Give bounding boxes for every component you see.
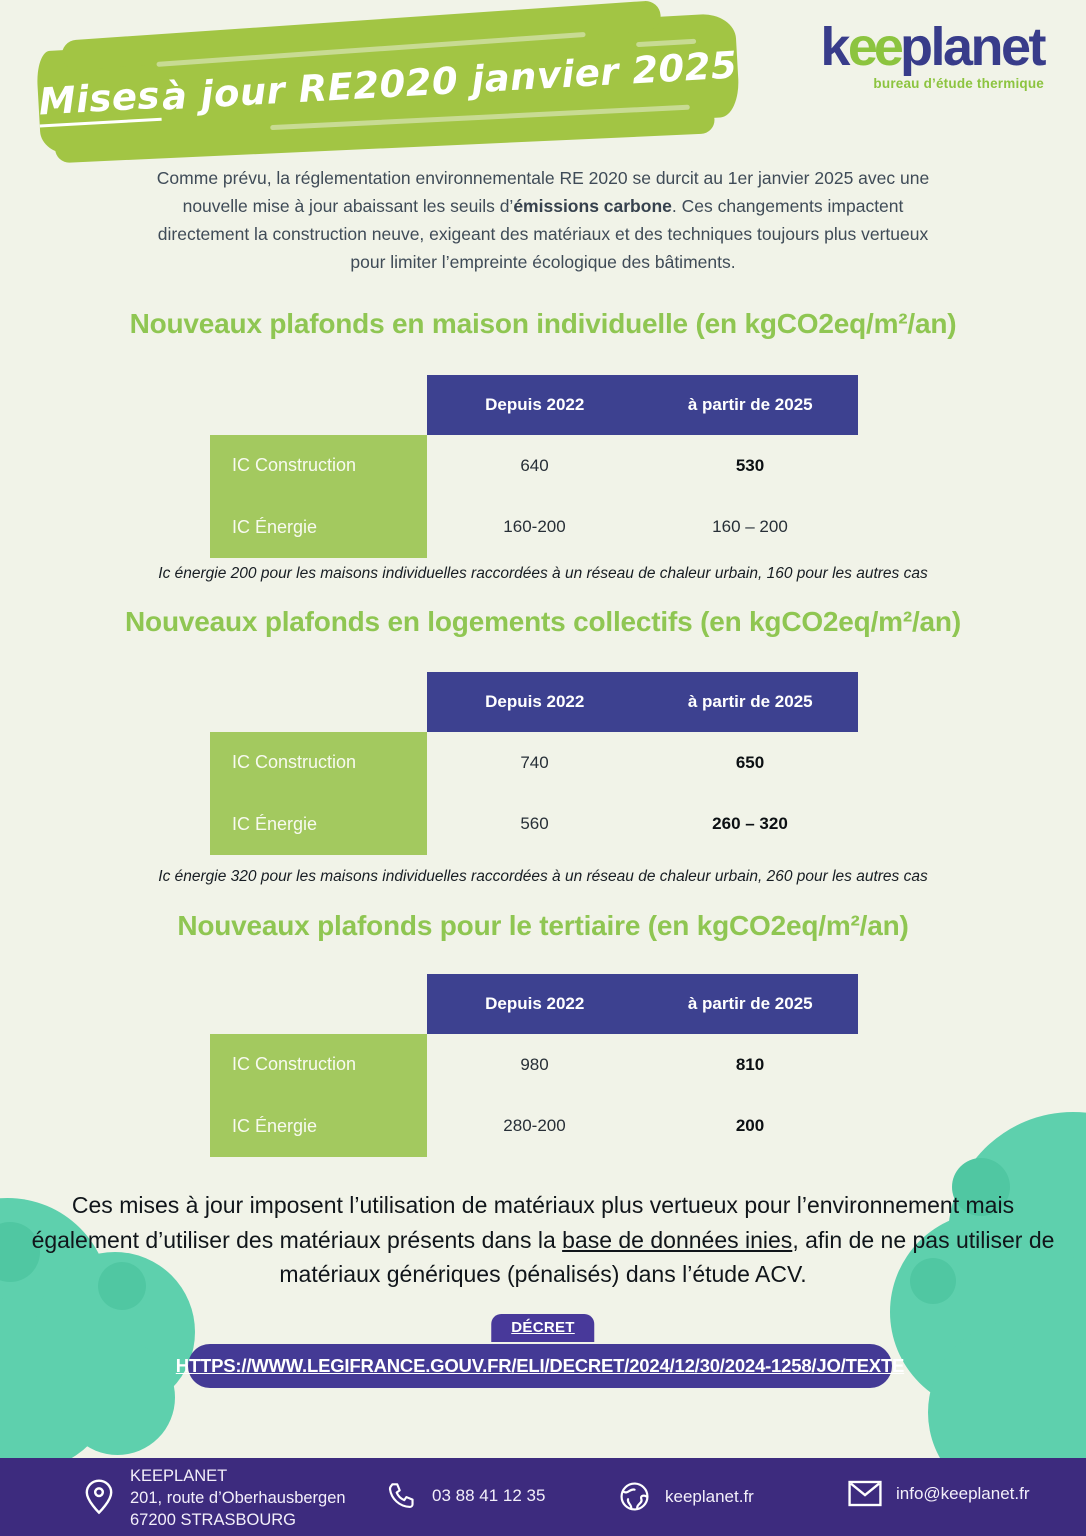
row-label: IC Construction (210, 732, 427, 794)
tree-foliage (60, 1340, 175, 1455)
page-title: Mises à jour RE2020 janvier 2025 (36, 13, 741, 156)
intro-text: . Ces changements impactent directement … (157, 196, 929, 272)
intro-paragraph: Comme prévu, la réglementation environne… (148, 164, 938, 276)
value-cell: 650 (735, 752, 765, 772)
column-header-2025: à partir de 2025 (687, 994, 813, 1013)
footer-address-lines: KEEPLANET 201, route d’Oberhausbergen 67… (130, 1466, 346, 1532)
table-header: Depuis 2022 à partir de 2025 (427, 375, 858, 435)
table-header: Depuis 2022 à partir de 2025 (427, 974, 858, 1034)
footer-phone-number[interactable]: 03 88 41 12 35 (432, 1486, 546, 1505)
page-title-rest: à jour RE2020 janvier 2025 (160, 43, 739, 119)
column-header-2022: Depuis 2022 (485, 395, 585, 414)
logo-k: k (820, 17, 850, 77)
row-label: IC Construction (210, 435, 427, 497)
footer-phone[interactable]: 03 88 41 12 35 (386, 1480, 545, 1512)
row-label: IC Construction (210, 1034, 427, 1096)
value-cell: 200 (735, 1116, 765, 1136)
header-brush-banner: Mises à jour RE2020 janvier 2025 (35, 12, 741, 156)
intro-text: Comme prévu, la réglementation environne… (156, 168, 930, 216)
value-cell: 530 (735, 455, 765, 475)
row-label: IC Énergie (210, 496, 427, 558)
table-header: Depuis 2022 à partir de 2025 (427, 672, 858, 732)
value-cell: 560 (520, 814, 549, 834)
envelope-icon (848, 1480, 882, 1507)
row-label: IC Énergie (210, 793, 427, 855)
footer-email[interactable]: info@keeplanet.fr (848, 1480, 1030, 1507)
value-cell: 160-200 (503, 517, 566, 537)
decret-badge[interactable]: DÉCRET (491, 1314, 595, 1342)
footer-website[interactable]: keeplanet.fr (618, 1480, 754, 1513)
value-cell: 980 (520, 1054, 549, 1074)
decret-link[interactable]: HTTPS://WWW.LEGIFRANCE.GOUV.FR/ELI/DECRE… (176, 1344, 904, 1388)
footer-website-url[interactable]: keeplanet.fr (665, 1486, 754, 1506)
closing-text: , afin de ne pas utiliser de matériaux g… (279, 1226, 1055, 1288)
phone-icon (386, 1480, 418, 1512)
table-body: IC Construction 740 650 IC Énergie 560 2… (210, 732, 858, 855)
keeplanet-logo: keeplanet bureau d’étude thermique (820, 17, 1047, 91)
closing-paragraph: Ces mises à jour imposent l’utilisation … (23, 1188, 1063, 1292)
tree-foliage (98, 1262, 146, 1310)
column-header-2022: Depuis 2022 (485, 692, 585, 711)
row-label: IC Énergie (210, 1095, 427, 1157)
closing-underlined-inies: base de données inies (562, 1226, 793, 1253)
location-pin-icon (82, 1478, 116, 1516)
section-title-tertiaire: Nouveaux plafonds pour le tertiaire (en … (177, 910, 909, 941)
tree-foliage (910, 1258, 956, 1304)
logo-subtitle: bureau d’étude thermique (873, 76, 1044, 91)
section-title-logements-collectifs: Nouveaux plafonds en logements collectif… (125, 606, 961, 637)
table-footnote: Ic énergie 200 pour les maisons individu… (158, 565, 928, 582)
value-cell: 260 – 320 (712, 814, 788, 834)
column-header-2025: à partir de 2025 (687, 395, 813, 414)
footer-bar: KEEPLANET 201, route d’Oberhausbergen 67… (0, 1458, 1086, 1536)
column-header-2025: à partir de 2025 (687, 692, 813, 711)
column-header-2022: Depuis 2022 (485, 994, 585, 1013)
logo-ee-infinity: ee (847, 17, 904, 77)
table-body: IC Construction 640 530 IC Énergie 160-2… (210, 435, 858, 558)
page-title-underlined: Mises (37, 73, 162, 127)
footer-company: KEEPLANET (130, 1467, 228, 1485)
value-cell: 280-200 (503, 1116, 566, 1136)
intro-bold-emissions: émissions carbone (513, 196, 672, 216)
footer-address-line2: 67200 STRASBOURG (130, 1510, 296, 1529)
footer-address-line1: 201, route d’Oberhausbergen (130, 1488, 346, 1507)
value-cell: 160 – 200 (712, 517, 788, 537)
logo-planet: planet (899, 17, 1047, 77)
value-cell: 810 (735, 1054, 765, 1074)
value-cell: 740 (520, 752, 549, 772)
table-footnote: Ic énergie 320 pour les maisons individu… (158, 868, 928, 885)
section-title-maison-individuelle: Nouveaux plafonds en maison individuelle… (129, 308, 957, 339)
value-cell: 640 (520, 455, 549, 475)
globe-icon (618, 1480, 651, 1513)
logo-wordmark: keeplanet (820, 17, 1047, 77)
tree-foliage (952, 1158, 1010, 1216)
footer-address-block: KEEPLANET 201, route d’Oberhausbergen 67… (82, 1466, 346, 1532)
table-body: IC Construction 980 810 IC Énergie 280-2… (210, 1034, 858, 1157)
footer-email-address[interactable]: info@keeplanet.fr (896, 1483, 1030, 1503)
closing-text: Ces mises à jour imposent l’utilisation … (31, 1192, 1015, 1253)
